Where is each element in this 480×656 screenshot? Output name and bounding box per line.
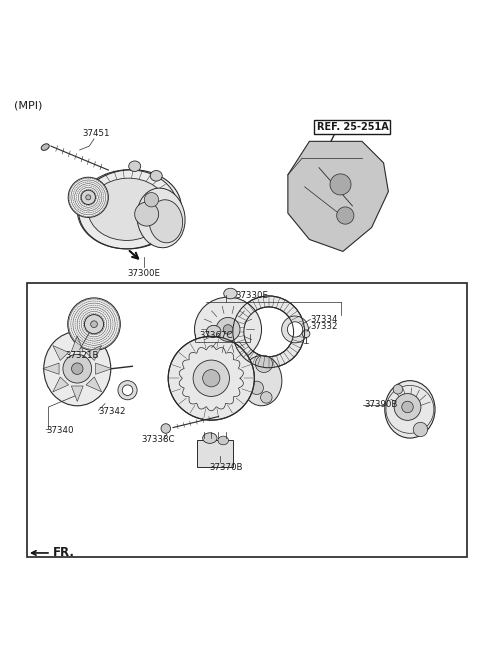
Polygon shape [53,346,69,360]
Ellipse shape [244,307,294,357]
Ellipse shape [72,363,83,375]
Ellipse shape [216,318,240,341]
Text: 37390B: 37390B [364,400,398,409]
Ellipse shape [41,144,49,150]
Ellipse shape [86,195,91,200]
Ellipse shape [129,161,141,171]
Polygon shape [43,363,59,375]
Text: 37332: 37332 [311,322,338,331]
Polygon shape [86,346,102,360]
Ellipse shape [203,369,220,387]
Text: 37338C: 37338C [142,434,175,443]
Text: FR.: FR. [53,546,75,560]
Ellipse shape [68,177,108,217]
Ellipse shape [168,337,254,420]
Text: 37367C: 37367C [199,331,233,340]
Ellipse shape [79,170,181,249]
Polygon shape [288,141,388,251]
Ellipse shape [255,356,273,373]
Text: 37321B: 37321B [65,351,99,360]
Ellipse shape [118,380,137,400]
Text: 37334: 37334 [311,315,338,324]
Ellipse shape [413,422,428,437]
Ellipse shape [149,200,182,243]
Ellipse shape [161,424,170,434]
Ellipse shape [91,321,97,327]
Ellipse shape [84,315,104,334]
Ellipse shape [224,288,237,298]
Ellipse shape [393,384,403,394]
Polygon shape [72,386,83,401]
Text: REF. 25-251A: REF. 25-251A [317,122,388,132]
Ellipse shape [144,193,158,207]
Ellipse shape [261,392,272,403]
Bar [197,440,233,467]
Ellipse shape [135,202,158,226]
Ellipse shape [282,316,309,343]
Text: 37300E: 37300E [128,269,161,277]
Bar [27,283,468,557]
Ellipse shape [302,330,310,338]
Ellipse shape [193,360,229,396]
Ellipse shape [385,380,435,438]
Ellipse shape [336,207,354,224]
Ellipse shape [402,401,413,413]
Text: 37342: 37342 [99,407,126,417]
Polygon shape [53,377,69,392]
Ellipse shape [241,356,282,406]
Ellipse shape [203,433,217,443]
Ellipse shape [223,325,233,334]
Ellipse shape [122,385,133,396]
Ellipse shape [150,171,162,181]
Polygon shape [86,377,102,392]
Ellipse shape [218,436,228,445]
Text: (MPI): (MPI) [14,100,42,111]
Ellipse shape [233,296,305,368]
Text: 37451: 37451 [82,129,109,138]
Polygon shape [96,363,112,375]
Ellipse shape [250,381,264,394]
Ellipse shape [194,297,262,361]
Ellipse shape [63,354,92,383]
Ellipse shape [44,331,111,406]
Ellipse shape [137,188,185,248]
Ellipse shape [88,178,167,241]
Ellipse shape [206,325,221,337]
Text: 37340: 37340 [46,426,73,436]
Ellipse shape [81,190,96,205]
Text: 37330E: 37330E [235,291,268,300]
Text: 37370B: 37370B [209,463,243,472]
Ellipse shape [68,298,120,350]
Ellipse shape [330,174,351,195]
Ellipse shape [288,322,303,337]
Polygon shape [72,336,83,352]
Ellipse shape [394,394,421,420]
